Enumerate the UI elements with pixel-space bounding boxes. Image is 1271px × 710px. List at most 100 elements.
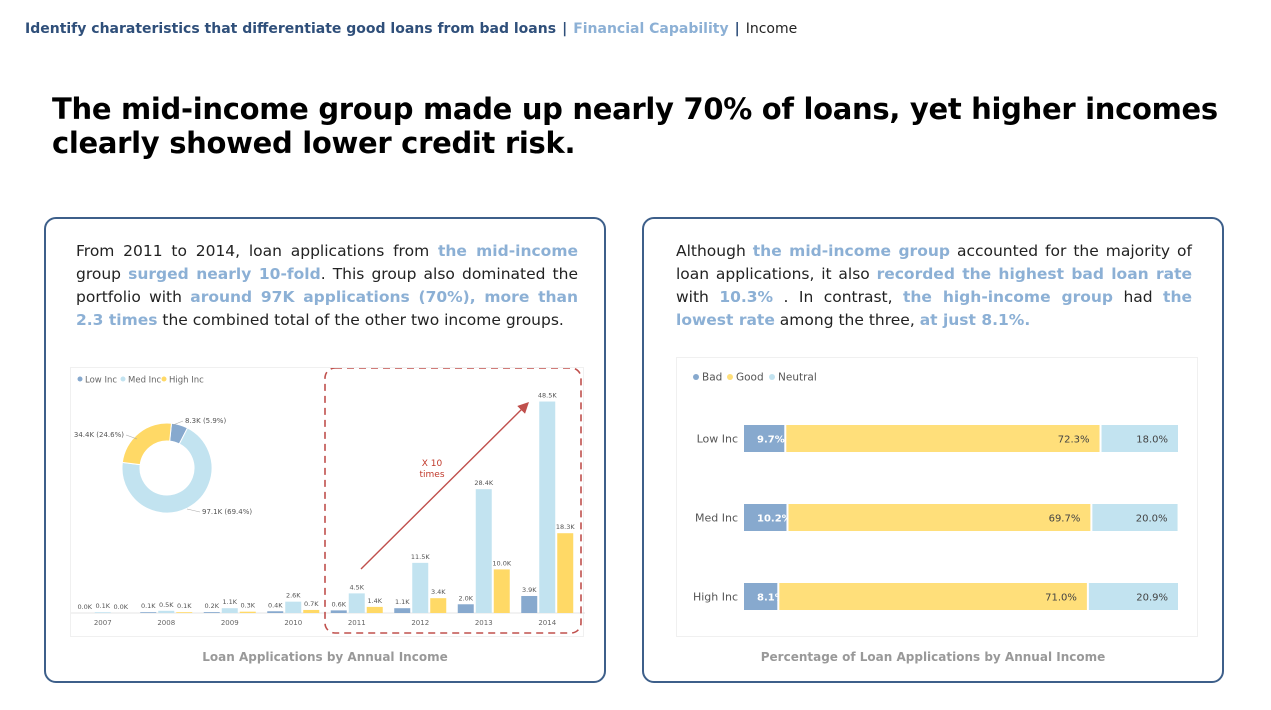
bar-value-label: 3.4K [431, 588, 446, 596]
bar-value-label: 1.1K [395, 598, 410, 606]
text-segment: group [76, 265, 129, 283]
highlight-text: around 97K applications (70%), more than… [76, 288, 579, 329]
breadcrumb-section[interactable]: Financial Capability [573, 21, 729, 37]
segment-bad-low-inc [744, 425, 785, 452]
bar-med-inc-2013 [475, 489, 492, 613]
bar-high-inc-2008 [176, 612, 193, 613]
text-segment: the combined total of the other two inco… [157, 311, 564, 329]
legend-med-label: Med Inc [128, 376, 162, 386]
loan-status-svg: Bad Good Neutral Low Inc 9.7% 72.3% 18.0% Me… [693, 372, 1178, 610]
segment-value-label: 10.2% [757, 514, 792, 525]
category-label: Med Inc [695, 512, 738, 525]
legend-good-label: Good [736, 372, 764, 384]
segment-neutral-high-inc [1088, 583, 1178, 610]
bar-med-inc-2009 [221, 608, 238, 613]
bar-low-inc-2012 [394, 608, 411, 613]
growth-arrow [360, 402, 529, 570]
loan-applications-card: From 2011 to 2014, loan applications fro… [44, 217, 606, 683]
bar-low-inc-2011 [330, 610, 347, 613]
text-segment: . This group also dominated the portfoli… [76, 265, 578, 306]
bar-low-inc-2013 [457, 604, 474, 613]
bar-value-label: 1.1K [222, 598, 237, 606]
breadcrumb: Identify charateristics that differentia… [25, 21, 797, 37]
bar-value-label: 0.3K [240, 602, 255, 610]
bar-low-inc-2010 [267, 611, 284, 613]
bar-high-inc-2014 [557, 533, 574, 613]
segment-bad-high-inc [744, 583, 778, 610]
bar-value-label: 0.1K [95, 602, 110, 610]
x-tick-label: 2008 [157, 619, 175, 627]
highlight-text: the lowest rate [676, 288, 1192, 329]
x-tick-label: 2009 [221, 619, 239, 627]
loan-applications-svg: Low Inc Med Inc High Inc 8.3K (5.9%) 97.1… [71, 367, 585, 634]
bar-value-label: 0.1K [177, 602, 192, 610]
bar-med-inc-2014 [539, 401, 556, 613]
growth-annotation-line2: times [419, 470, 444, 480]
highlight-text: the mid-income group [752, 242, 950, 260]
bar-value-label: 0.5K [159, 601, 174, 609]
x-tick-label: 2014 [538, 619, 556, 627]
legend-high-label: High Inc [169, 376, 204, 386]
bar-low-inc-2014 [521, 595, 538, 613]
category-label: High Inc [693, 591, 738, 604]
bar-value-label: 4.5K [349, 583, 364, 591]
bar-value-label: 0.6K [331, 600, 346, 608]
donut-slice-label: 34.4K (24.6%) [74, 431, 124, 439]
bar-high-inc-2009 [239, 611, 256, 613]
donut-leader-line [172, 420, 184, 426]
loan-applications-chart: Low Inc Med Inc High Inc 8.3K (5.9%) 97.1… [70, 367, 585, 637]
segment-good-med-inc [788, 504, 1091, 531]
highlight-text: recorded the highest bad loan rate [876, 265, 1192, 283]
x-tick-label: 2010 [284, 619, 302, 627]
breadcrumb-current: Income [745, 21, 798, 37]
text-segment: From 2011 to 2014, loan applications fro… [76, 242, 438, 260]
bar-value-label: 0.1K [141, 602, 156, 610]
bar-high-inc-2013 [493, 569, 510, 613]
legend-bad-label: Bad [702, 372, 722, 384]
text-segment: among the three, [774, 311, 920, 329]
stacked-bar-chart: Low Inc 9.7% 72.3% 18.0% Med Inc 10.2% 69.7% 20… [693, 425, 1178, 610]
breadcrumb-separator: | [562, 21, 568, 37]
segment-good-high-inc [779, 583, 1087, 610]
bar-low-inc-2009 [203, 612, 220, 613]
donut-leader-line [186, 508, 201, 513]
legend-dot-low [77, 376, 83, 382]
bar-value-label: 11.5K [411, 553, 430, 561]
text-segment: accounted for the majority of loan appli… [676, 242, 1192, 283]
bar-low-inc-2008 [140, 612, 157, 613]
highlight-text: at just 8.1%. [919, 311, 1031, 329]
x-tick-label: 2012 [411, 619, 429, 627]
bar-med-inc-2010 [285, 601, 302, 613]
donut-leader-line [125, 434, 138, 440]
donut-chart: 8.3K (5.9%) 97.1K (69.4%) 34.4K (24.6%) [74, 417, 252, 516]
left-chart-caption: Loan Applications by Annual Income [202, 650, 448, 664]
bar-value-label: 1.4K [367, 597, 382, 605]
legend-dot-good [727, 374, 733, 380]
highlight-text: the mid-income [437, 242, 578, 260]
bar-med-inc-2007 [94, 612, 111, 613]
bar-value-label: 0.0K [113, 603, 128, 611]
donut-slice-high-inc [121, 422, 173, 466]
x-tick-label: 2011 [348, 619, 366, 627]
legend-dot-med [120, 376, 126, 382]
bar-value-label: 28.4K [474, 479, 493, 487]
bar-value-label: 2.0K [458, 594, 473, 602]
highlight-text: surged nearly 10-fold [128, 265, 321, 283]
text-segment: with [676, 288, 720, 306]
loan-status-chart: Bad Good Neutral Low Inc 9.7% 72.3% 18.0% Me… [676, 357, 1198, 637]
segment-value-label: 20.0% [1136, 514, 1168, 525]
legend-neutral-label: Neutral [778, 372, 817, 384]
bar-value-label: 0.2K [204, 602, 219, 610]
donut-slice-med-inc [121, 427, 213, 514]
highlight-text: 10.3% [719, 288, 774, 306]
text-segment: had [1113, 288, 1164, 306]
right-chart-caption: Percentage of Loan Applications by Annua… [760, 650, 1106, 664]
segment-value-label: 72.3% [1058, 435, 1090, 446]
bar-value-label: 0.0K [77, 603, 92, 611]
right-legend: Bad Good Neutral [693, 372, 817, 384]
breadcrumb-topic[interactable]: Identify charateristics that differentia… [25, 21, 557, 37]
legend-dot-high [161, 376, 167, 382]
text-segment: . In contrast, [773, 288, 903, 306]
growth-annotation-line1: X 10 [422, 459, 443, 469]
